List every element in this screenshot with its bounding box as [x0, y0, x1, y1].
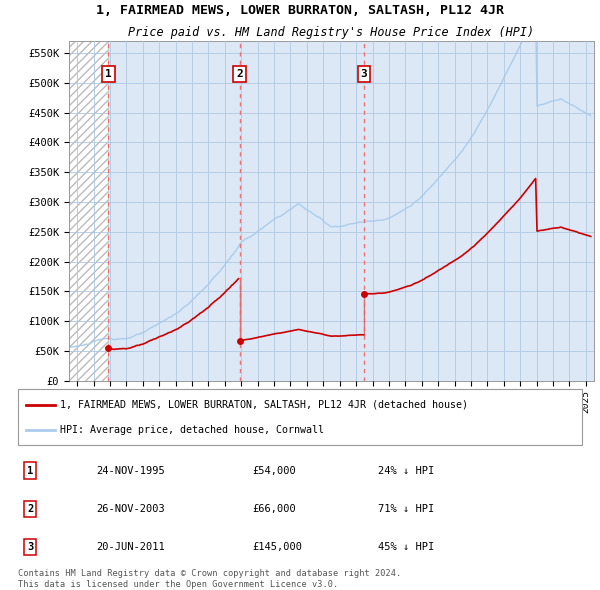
Text: 26-NOV-2003: 26-NOV-2003 [96, 504, 165, 514]
Text: £66,000: £66,000 [252, 504, 296, 514]
Title: Price paid vs. HM Land Registry's House Price Index (HPI): Price paid vs. HM Land Registry's House … [128, 26, 535, 39]
Text: 1: 1 [27, 466, 33, 476]
Text: HPI: Average price, detached house, Cornwall: HPI: Average price, detached house, Corn… [60, 425, 325, 435]
Text: 1: 1 [105, 69, 112, 79]
Bar [69, 41, 109, 381]
Text: 45% ↓ HPI: 45% ↓ HPI [378, 542, 434, 552]
Text: 2: 2 [236, 69, 243, 79]
Text: 2: 2 [27, 504, 33, 514]
Text: Contains HM Land Registry data © Crown copyright and database right 2024.
This d: Contains HM Land Registry data © Crown c… [18, 569, 401, 589]
Text: 1, FAIRMEAD MEWS, LOWER BURRATON, SALTASH, PL12 4JR: 1, FAIRMEAD MEWS, LOWER BURRATON, SALTAS… [96, 4, 504, 17]
Text: 24% ↓ HPI: 24% ↓ HPI [378, 466, 434, 476]
Text: 3: 3 [361, 69, 367, 79]
Text: 3: 3 [27, 542, 33, 552]
Text: 20-JUN-2011: 20-JUN-2011 [96, 542, 165, 552]
Text: 1, FAIRMEAD MEWS, LOWER BURRATON, SALTASH, PL12 4JR (detached house): 1, FAIRMEAD MEWS, LOWER BURRATON, SALTAS… [60, 399, 469, 409]
Text: £54,000: £54,000 [252, 466, 296, 476]
Text: 24-NOV-1995: 24-NOV-1995 [96, 466, 165, 476]
Text: £145,000: £145,000 [252, 542, 302, 552]
Text: 71% ↓ HPI: 71% ↓ HPI [378, 504, 434, 514]
